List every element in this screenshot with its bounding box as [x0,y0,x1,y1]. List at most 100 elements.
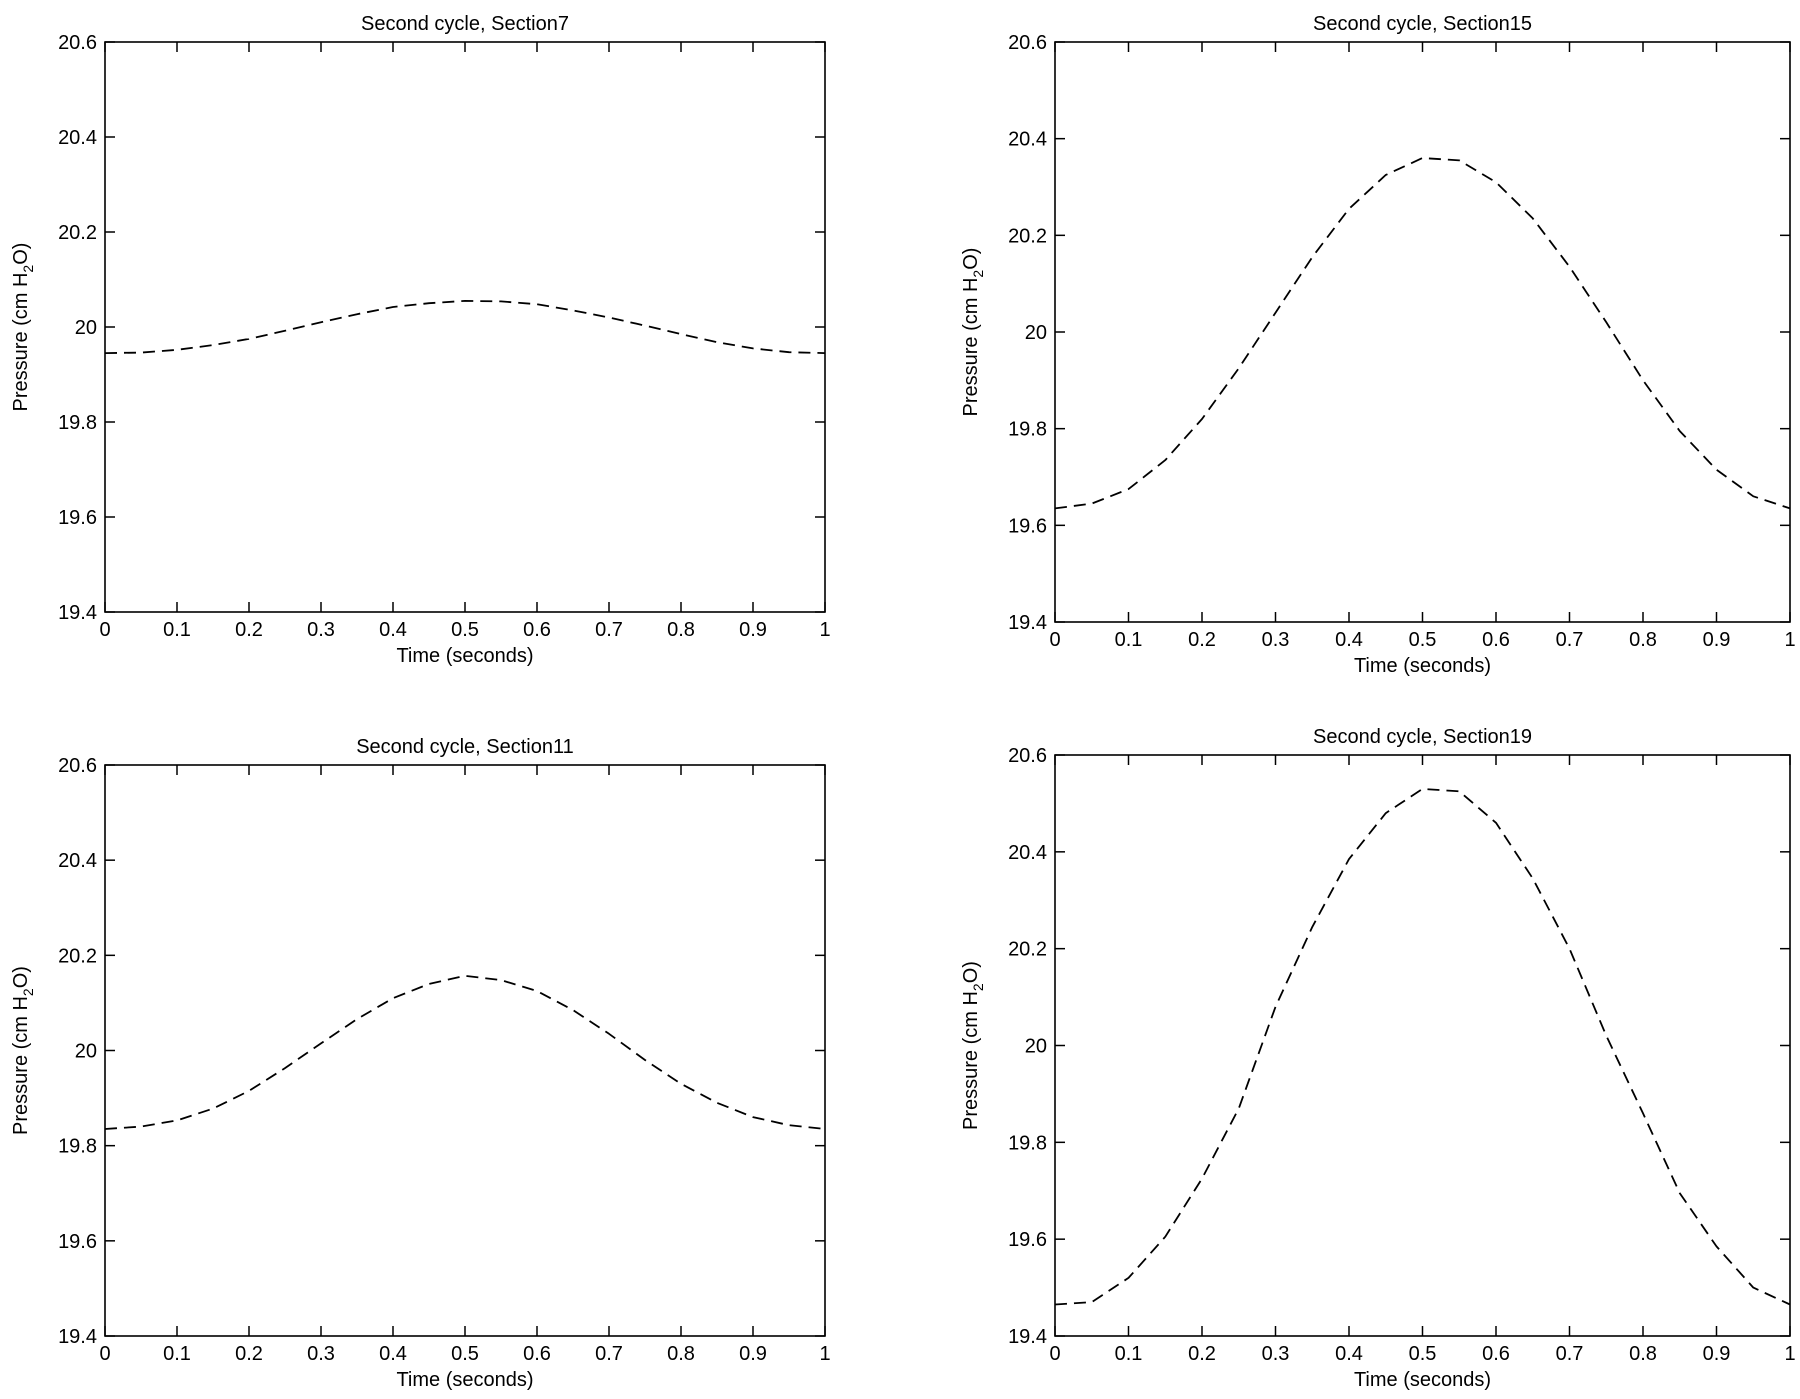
x-tick-label: 0.6 [1482,1343,1510,1365]
series-line [1054,157,1791,510]
chart-title: Second cycle, Section11 [356,736,574,758]
y-tick-label: 20.2 [1008,225,1047,247]
x-tick-label: 0.6 [523,1343,551,1365]
x-tick-label: 0.1 [1115,629,1143,651]
y-axis-label-text: Pressure (cm H [960,991,982,1130]
x-tick-label: 1 [819,1343,830,1365]
y-axis-label: Pressure (cm H2O) [960,961,986,1130]
y-tick-label: 20 [1025,322,1047,344]
y-axis-label-subscript: 2 [20,988,36,996]
y-tick-label: 20.2 [58,222,97,244]
x-tick-label: 1 [1784,629,1795,651]
chart-title: Second cycle, Section15 [1313,13,1532,35]
series-line [104,299,826,354]
x-tick-label: 0 [99,1343,110,1365]
x-tick-label: 0.9 [739,1343,767,1365]
y-tick-label: 19.4 [1008,1326,1047,1348]
x-tick-label: 0.7 [1556,629,1584,651]
plot-area-frame [104,41,826,613]
x-axis-label: Time (seconds) [1354,1369,1491,1391]
x-axis-label: Time (seconds) [396,1369,533,1391]
x-tick-label: 1 [819,619,830,641]
x-tick-label: 0.1 [163,1343,191,1365]
y-tick-label: 19.6 [58,1231,97,1253]
x-tick-label: 0.3 [307,619,335,641]
y-axis-label-text-end: O) [960,961,982,983]
y-axis-label-text-end: O) [960,248,982,270]
y-axis-label: Pressure (cm H2O) [960,248,986,417]
chart-panel-1: Second cycle, Section7 0 0.1 0.2 0.3 0.4 0.5 0.… [10,13,831,667]
y-axis-label-subscript: 2 [20,265,36,273]
x-tick-label: 0.5 [1409,1343,1437,1365]
x-tick-label: 0.4 [1335,629,1363,651]
x-tick-label: 0.3 [1262,629,1290,651]
chart-panel-2: Second cycle, Section15 0 0.1 0.2 0.3 0.4 0.5 0… [960,13,1796,677]
y-tick-label: 19.6 [1008,1229,1047,1251]
y-tick-label: 20.4 [58,850,97,872]
x-axis-label: Time (seconds) [396,645,533,667]
y-tick-label: 20.6 [1008,745,1047,767]
x-tick-label: 0.1 [1115,1343,1143,1365]
x-tick-label: 1 [1784,1343,1795,1365]
y-axis-label-subscript: 2 [970,270,986,278]
y-tick-label: 20 [75,1041,97,1063]
y-axis-label: Pressure (cm H2O) [10,243,36,412]
x-tick-label: 0.6 [1482,629,1510,651]
x-tick-label: 0.9 [1703,629,1731,651]
y-tick-label: 20 [75,317,97,339]
y-tick-label: 19.4 [1008,612,1047,634]
x-tick-label: 0.4 [379,1343,407,1365]
plot-area-frame [1054,41,1791,623]
y-tick-label: 20.6 [58,755,97,777]
x-tick-label: 0.6 [523,619,551,641]
x-tick-label: 0.9 [1703,1343,1731,1365]
x-tick-label: 0.5 [451,619,479,641]
x-tick-label: 0.1 [163,619,191,641]
y-tick-label: 19.4 [58,1326,97,1348]
x-tick-label: 0.2 [1188,1343,1216,1365]
y-tick-label: 19.8 [1008,1132,1047,1154]
y-tick-label: 20.4 [58,127,97,149]
y-tick-label: 20.6 [1008,32,1047,54]
x-tick-label: 0.8 [1629,629,1657,651]
y-tick-label: 19.8 [1008,419,1047,441]
chart-title: Second cycle, Section19 [1313,726,1532,748]
y-tick-label: 19.6 [58,507,97,529]
y-tick-label: 20.2 [58,945,97,967]
y-axis-label-text: Pressure (cm H [960,278,982,417]
y-tick-label: 20.4 [1008,842,1047,864]
y-axis-label-text: Pressure (cm H [10,273,32,412]
series-line [104,974,826,1130]
series-line [1054,788,1791,1306]
y-tick-label: 20 [1025,1036,1047,1058]
x-tick-label: 0.3 [307,1343,335,1365]
plot-area-frame [104,764,826,1337]
x-tick-label: 0.7 [595,619,623,641]
x-tick-label: 0.2 [235,619,263,641]
x-axis-label: Time (seconds) [1354,655,1491,677]
x-tick-label: 0.3 [1262,1343,1290,1365]
x-tick-label: 0 [1049,1343,1060,1365]
chart-panel-4: Second cycle, Section19 0 0.1 0.2 0.3 0.4 0.5 0… [960,726,1796,1391]
x-tick-label: 0.9 [739,619,767,641]
x-tick-label: 0.7 [595,1343,623,1365]
x-tick-label: 0.8 [1629,1343,1657,1365]
y-axis-label-text-end: O) [10,243,32,265]
x-tick-label: 0.4 [1335,1343,1363,1365]
y-axis-label-text-end: O) [10,966,32,988]
y-axis-label-subscript: 2 [970,983,986,991]
x-tick-label: 0.2 [235,1343,263,1365]
chart-title: Second cycle, Section7 [361,13,569,35]
plot-area-frame [1054,754,1791,1337]
y-tick-label: 19.6 [1008,515,1047,537]
y-tick-label: 19.8 [58,1136,97,1158]
y-axis-label-text: Pressure (cm H [10,996,32,1135]
y-tick-label: 20.6 [58,32,97,54]
x-tick-label: 0.5 [451,1343,479,1365]
chart-panel-3: Second cycle, Section11 0 0.1 0.2 0.3 0.4 0.5 0… [10,736,831,1391]
x-tick-label: 0.4 [379,619,407,641]
y-axis-label: Pressure (cm H2O) [10,966,36,1135]
y-tick-label: 19.8 [58,412,97,434]
x-tick-label: 0 [99,619,110,641]
